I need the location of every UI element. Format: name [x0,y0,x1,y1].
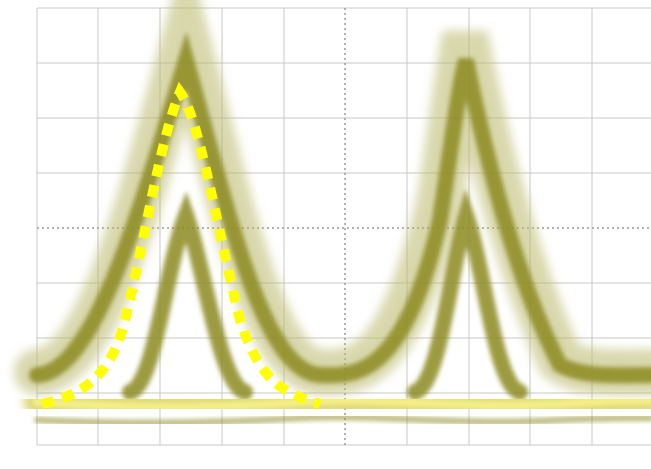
page: {} html, body { margin: 0; padding: 0; b… [0,0,651,469]
scope-screen [0,0,651,469]
page-body [0,0,651,469]
